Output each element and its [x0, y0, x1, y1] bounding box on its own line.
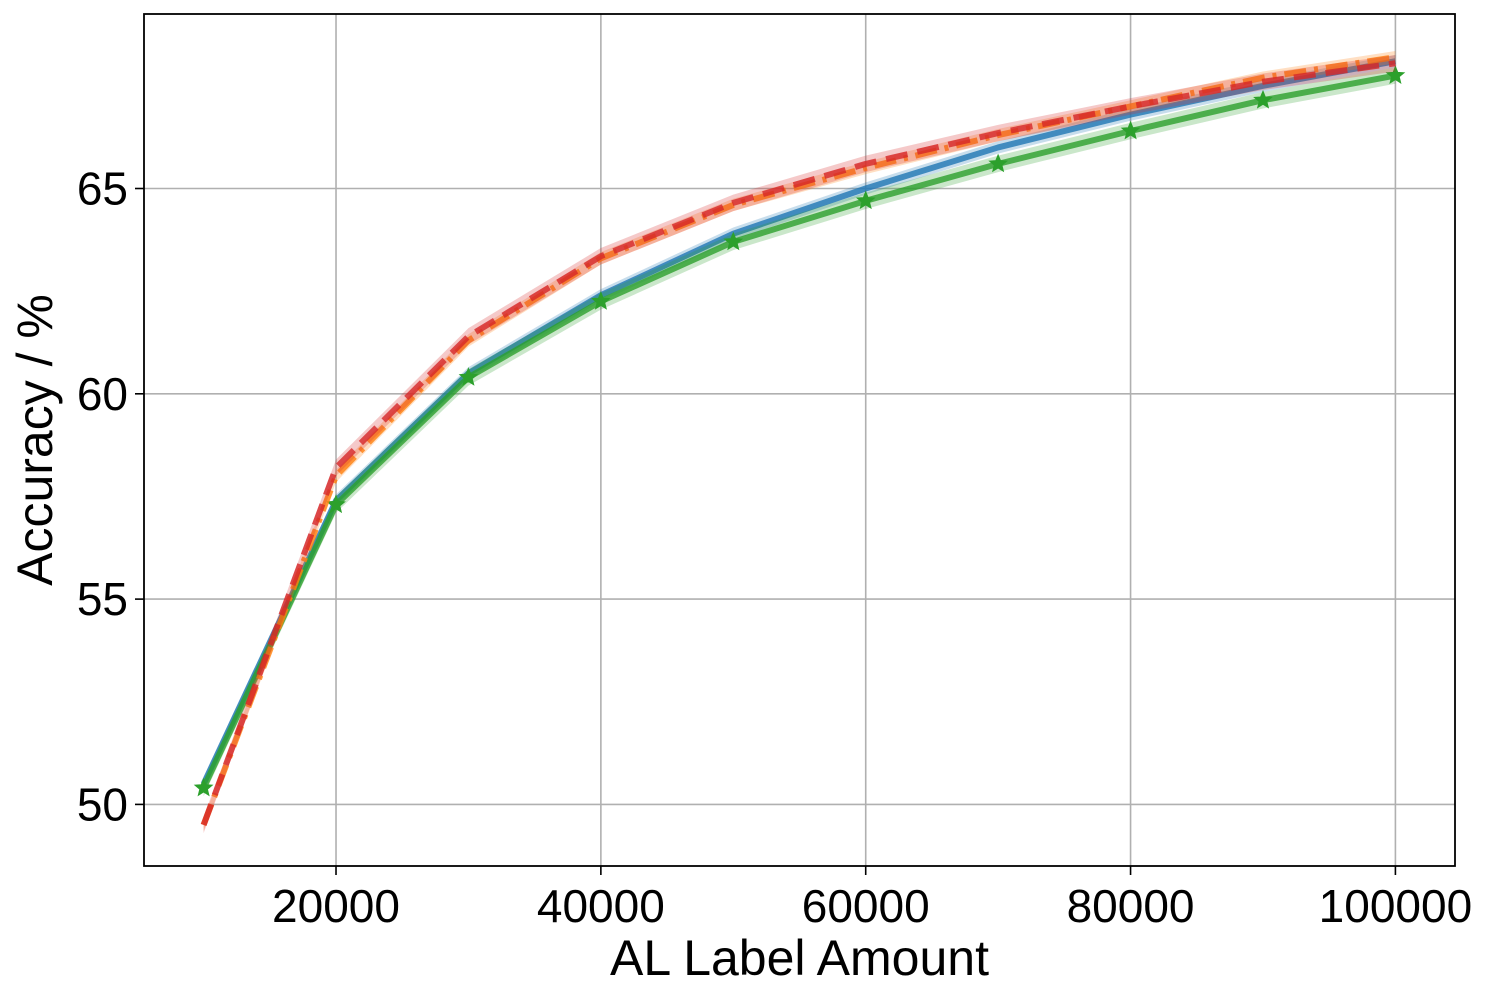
y-axis-ticks: 50 55 60 65	[77, 163, 144, 830]
data-point	[988, 153, 1008, 173]
plot-frame	[143, 13, 1456, 867]
series-1	[193, 65, 1406, 797]
y-tick-label: 60	[77, 368, 128, 420]
data-point	[326, 494, 346, 514]
data-point	[1120, 120, 1141, 140]
y-tick-label: 55	[77, 573, 128, 625]
series-layer	[193, 50, 1406, 834]
series-confidence-band	[203, 67, 1396, 797]
x-tick-label: 100000	[1319, 880, 1473, 932]
x-tick-label: 60000	[802, 880, 930, 932]
x-tick-label: 40000	[537, 880, 665, 932]
data-point	[1253, 89, 1273, 109]
y-axis-title: Accuracy / %	[7, 294, 63, 586]
x-tick-label: 80000	[1067, 880, 1195, 932]
x-axis-title: AL Label Amount	[610, 930, 989, 986]
x-tick-label: 20000	[272, 880, 400, 932]
data-point	[1385, 65, 1406, 84]
series-3	[200, 55, 1396, 834]
y-tick-label: 65	[77, 163, 128, 215]
y-tick-label: 50	[77, 778, 128, 830]
data-point	[855, 190, 876, 210]
series-line	[200, 72, 1396, 790]
data-point	[193, 777, 214, 797]
data-point	[458, 367, 479, 386]
data-point	[591, 291, 611, 310]
series-line	[200, 60, 1396, 826]
x-axis-ticks: 20000 40000 60000 80000 100000	[272, 866, 1472, 932]
data-point	[723, 231, 744, 251]
